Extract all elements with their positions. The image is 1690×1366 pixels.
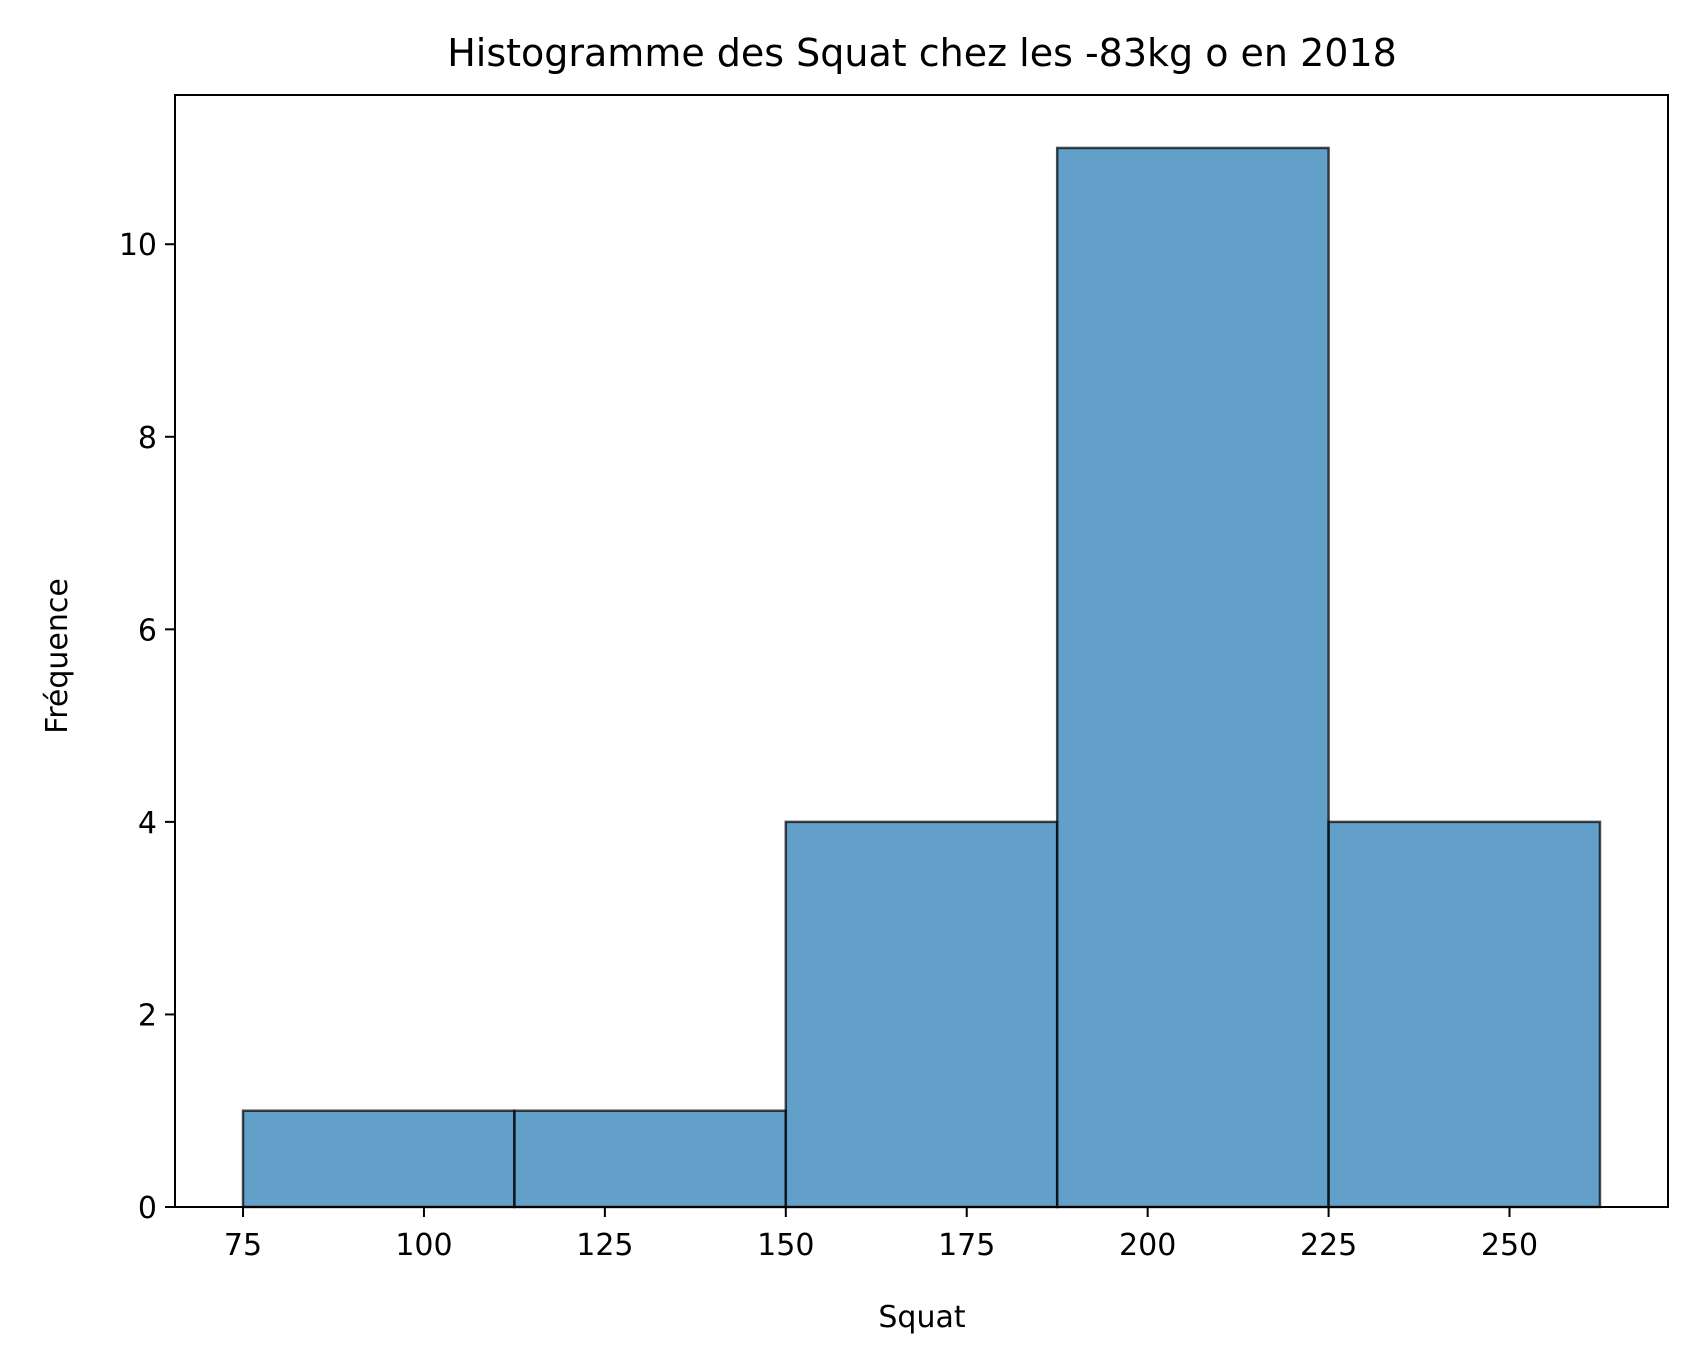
histogram-bar — [241, 1109, 516, 1209]
x-axis-label: Squat — [878, 1300, 965, 1335]
y-axis-ticks: 0 2 4 6 8 10 — [119, 228, 175, 1226]
x-tick-label: 250 — [1481, 1228, 1538, 1263]
x-tick-label: 200 — [1119, 1228, 1176, 1263]
y-tick-label: 8 — [138, 421, 157, 456]
y-tick-label: 4 — [138, 806, 157, 841]
x-tick-label: 150 — [757, 1228, 814, 1263]
x-tick-label: 100 — [395, 1228, 452, 1263]
x-tick-label: 75 — [224, 1228, 262, 1263]
y-tick-label: 0 — [138, 1191, 157, 1226]
plot-frame — [174, 94, 1669, 1208]
x-axis-ticks: 75 100 125 150 175 200 225 250 — [224, 1207, 1538, 1263]
y-axis-label: Fréquence — [40, 578, 75, 734]
x-tick-label: 175 — [938, 1228, 995, 1263]
bars-layer — [241, 146, 1602, 1209]
y-tick-label: 10 — [119, 228, 157, 263]
histogram-bar — [513, 1109, 788, 1209]
histogram-bar — [1327, 820, 1602, 1209]
y-tick-label: 2 — [138, 998, 157, 1033]
histogram-bar — [784, 820, 1059, 1209]
histogram-bar — [1055, 146, 1330, 1209]
y-tick-label: 6 — [138, 613, 157, 648]
chart-title: Histogramme des Squat chez les -83kg o e… — [447, 31, 1397, 75]
x-tick-label: 125 — [576, 1228, 633, 1263]
x-tick-label: 225 — [1300, 1228, 1357, 1263]
